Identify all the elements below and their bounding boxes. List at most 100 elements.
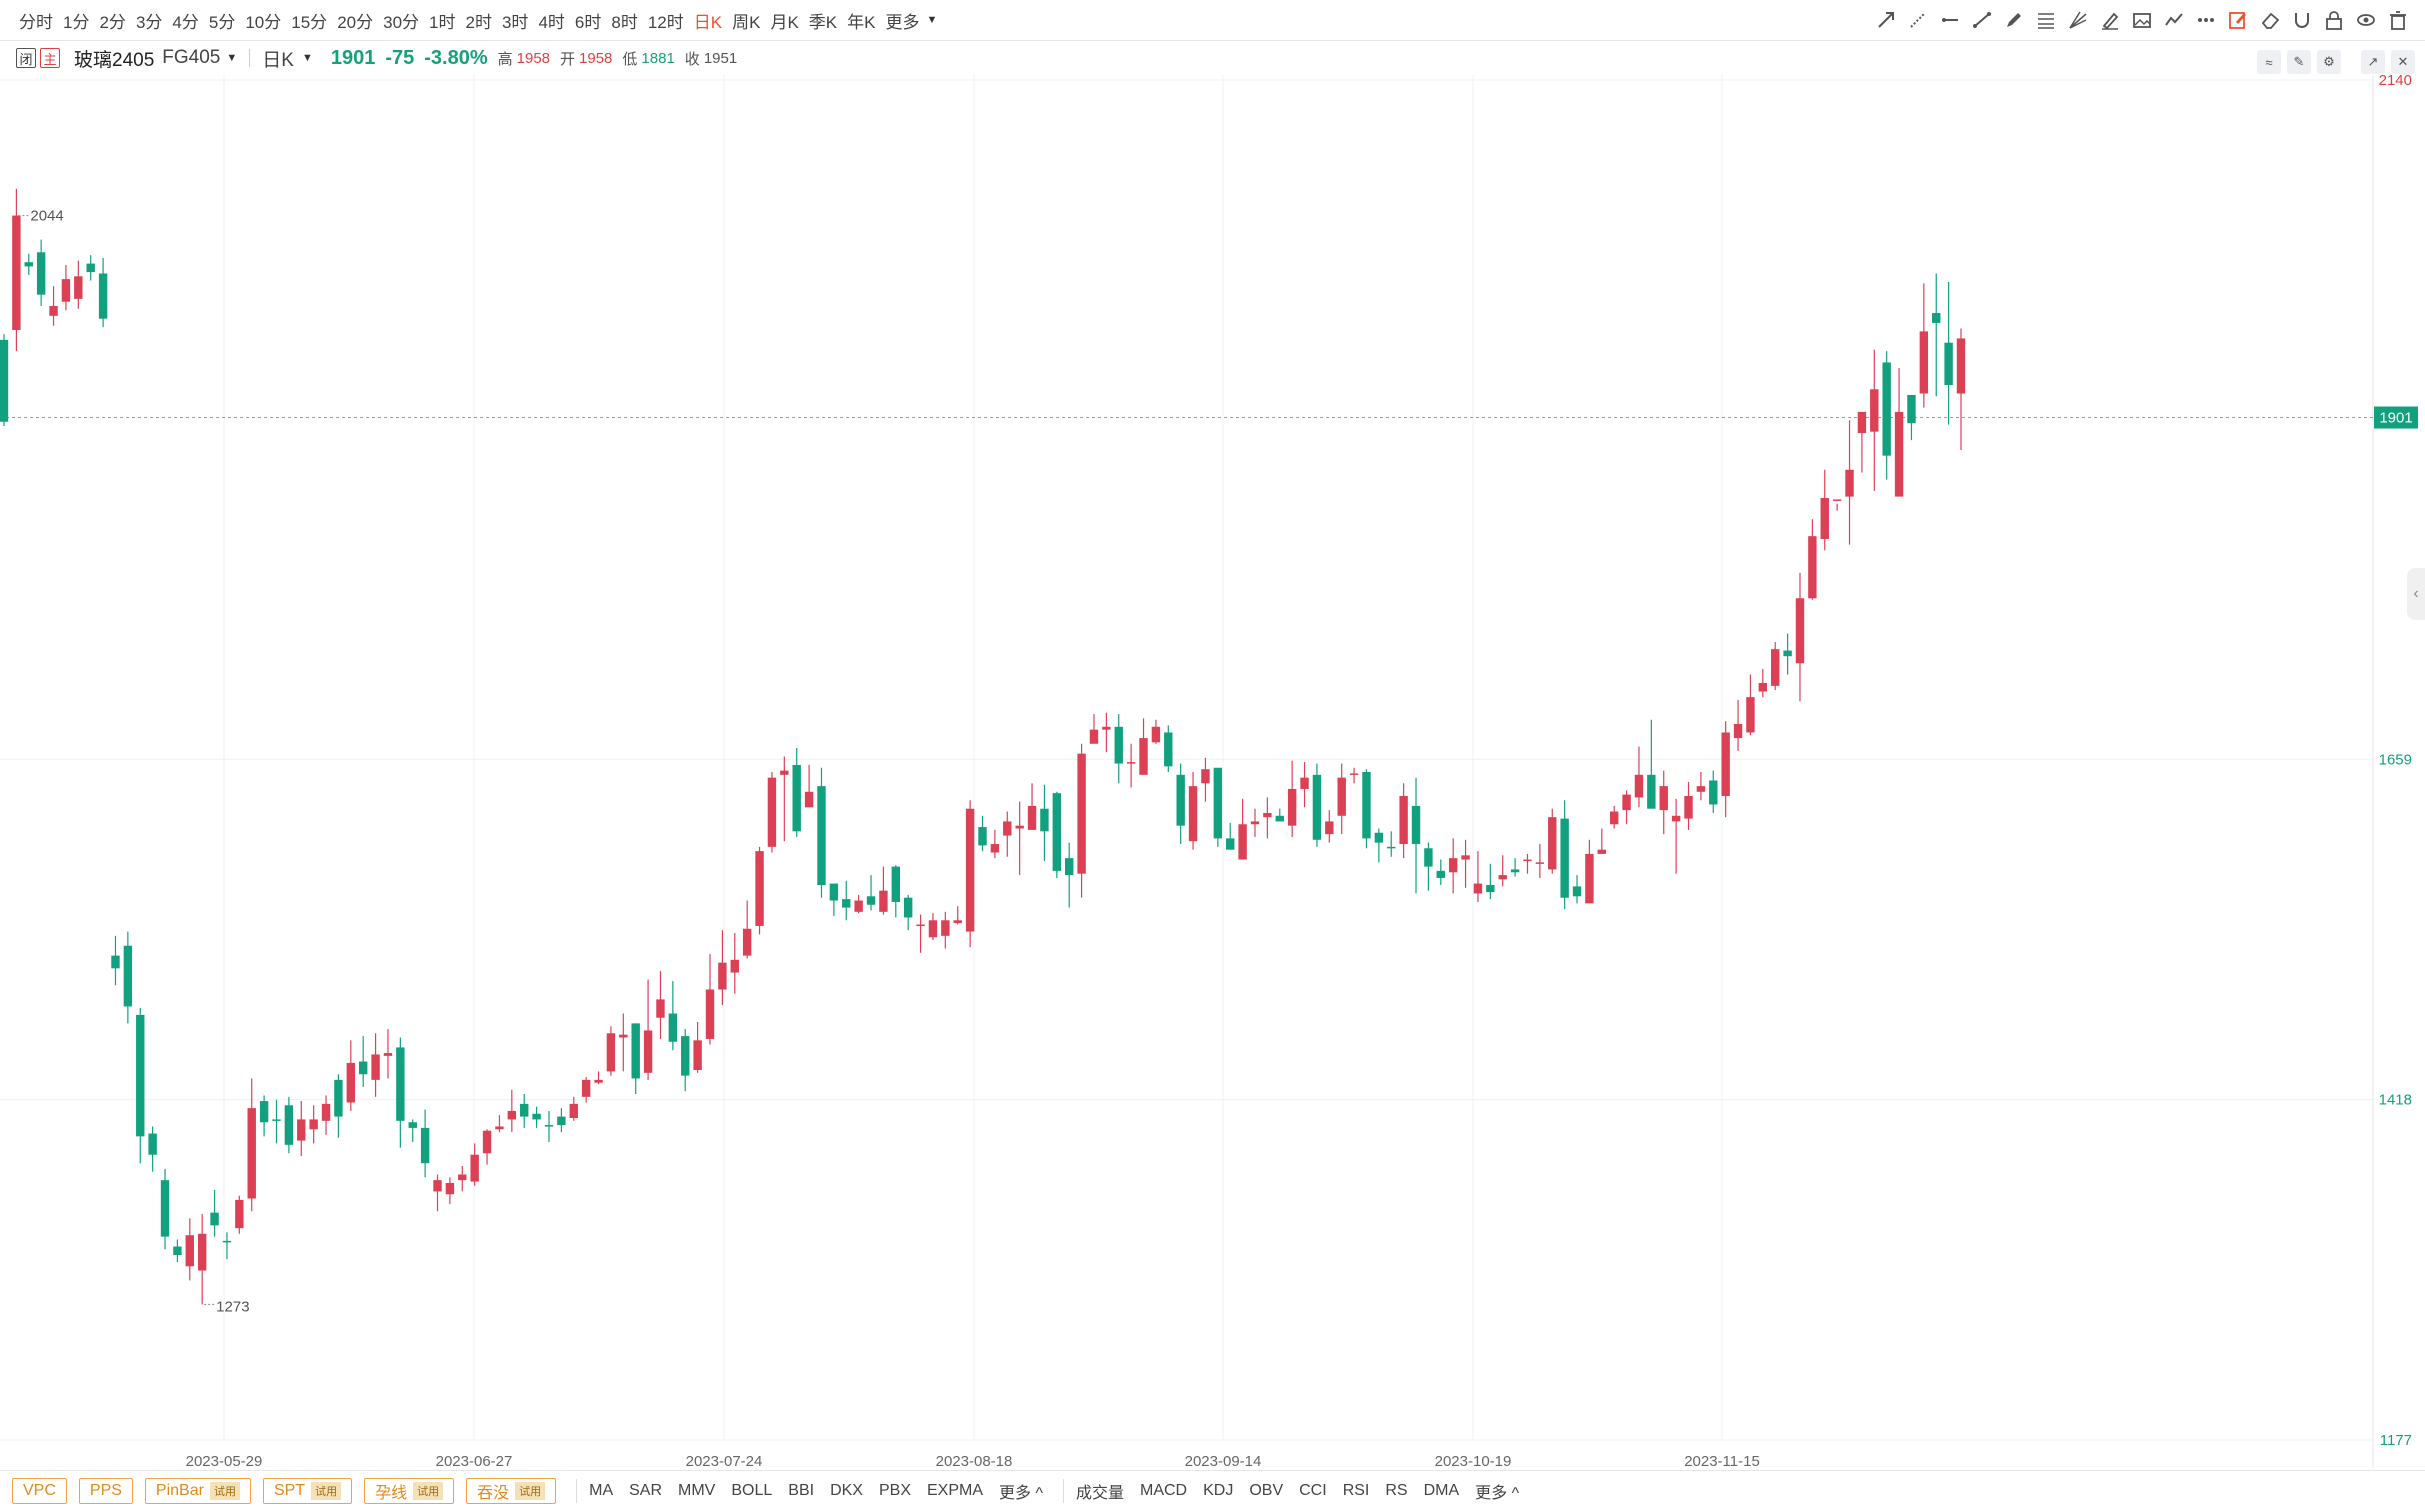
indicator-button[interactable]: RSI <box>1342 1481 1370 1499</box>
period-tab[interactable]: 30分 <box>383 12 420 32</box>
period-tab[interactable]: 年K <box>847 12 876 32</box>
indicator-button[interactable]: 成交量 <box>1075 1484 1124 1502</box>
arrow-ray-icon[interactable] <box>1873 7 1899 33</box>
indicator-bar: VPC PPS PinBar 试用 SPT 试用 孕线 试用 吞没 试用 MA SAR MMV BOLL… <box>0 1470 2425 1510</box>
candle-body <box>1932 313 1941 323</box>
indicator-button[interactable]: PBX <box>878 1481 911 1499</box>
fan-icon[interactable] <box>2065 7 2091 33</box>
chevron-left-icon[interactable]: ‹ <box>2413 585 2419 602</box>
indicator-button[interactable]: KDJ <box>1203 1481 1234 1499</box>
period-tab[interactable]: 20分 <box>337 12 374 32</box>
y-tick-label: 1177 <box>2380 1432 2412 1449</box>
strategy-label: 吞没 <box>477 1484 510 1502</box>
trial-badge: 试用 <box>311 1481 342 1500</box>
period-tab[interactable]: 日K <box>693 12 723 32</box>
indicator-button[interactable]: MMV <box>678 1481 716 1499</box>
strategy-button[interactable]: VPC <box>12 1477 67 1504</box>
period-tab[interactable]: 12时 <box>647 12 684 32</box>
period-tab[interactable]: 2分 <box>99 12 126 32</box>
eye-icon[interactable] <box>2353 7 2379 33</box>
y-tick-label: 2140 <box>2379 75 2412 89</box>
pen-icon[interactable] <box>2001 7 2027 33</box>
period-tab[interactable]: 4时 <box>538 12 565 32</box>
period-tab[interactable]: 分时 <box>19 12 53 32</box>
trend-icon[interactable] <box>2161 7 2187 33</box>
edit-icon[interactable]: ✎ <box>2287 50 2311 74</box>
segment-icon[interactable] <box>1969 7 1995 33</box>
candle-body <box>544 1125 554 1127</box>
period-tab[interactable]: 5分 <box>208 12 236 32</box>
close-icon[interactable]: ✕ <box>2391 50 2415 74</box>
magnet-icon[interactable] <box>2289 7 2315 33</box>
indicator-button[interactable]: EXPMA <box>926 1481 983 1499</box>
period-tab[interactable]: 10分 <box>245 12 282 32</box>
period-dropdown[interactable]: 日K <box>262 49 294 71</box>
chevron-down-icon[interactable]: ▼ <box>226 52 238 64</box>
more-icon[interactable] <box>2193 7 2219 33</box>
side-panel-toggle[interactable]: ‹ <box>2407 568 2425 620</box>
indicator-button[interactable]: MA <box>589 1481 614 1499</box>
indicator-button[interactable]: OBV <box>1249 1481 1284 1499</box>
strategy-button[interactable]: 孕线 试用 <box>364 1477 455 1504</box>
indicator-toggle-icon[interactable]: ≈ <box>2257 50 2281 74</box>
period-tab[interactable]: 1时 <box>429 12 456 32</box>
lock-icon[interactable] <box>2321 7 2347 33</box>
period-tab[interactable]: 3时 <box>501 12 529 32</box>
strategy-button[interactable]: PinBar 试用 <box>144 1477 251 1504</box>
indicator-button[interactable]: DMA <box>1423 1481 1460 1499</box>
indicator-button[interactable]: RS <box>1385 1481 1408 1499</box>
edit-icon[interactable] <box>2225 7 2251 33</box>
settings-icon[interactable]: ⚙ <box>2317 50 2341 74</box>
candle-body <box>1857 411 1867 434</box>
indicator-button[interactable]: BOLL <box>731 1481 773 1499</box>
fib-icon[interactable] <box>2033 7 2059 33</box>
candle-body <box>98 273 108 319</box>
brush-icon[interactable] <box>2097 7 2123 33</box>
candle-body <box>1263 812 1272 818</box>
period-tab[interactable]: 更多 <box>885 12 920 32</box>
period-tab[interactable]: 周K <box>732 12 761 32</box>
candle-body <box>495 1126 504 1130</box>
indicator-button[interactable]: CCI <box>1299 1481 1327 1499</box>
period-tab[interactable]: 1分 <box>63 12 90 32</box>
candle-body <box>1424 848 1433 867</box>
chevron-down-icon[interactable]: ▼ <box>301 52 313 64</box>
period-tab[interactable]: 3分 <box>135 12 163 32</box>
period-tab[interactable]: 4分 <box>172 12 199 32</box>
main-contract-tag[interactable]: 主 <box>40 48 60 68</box>
period-tab[interactable]: 2时 <box>465 12 492 32</box>
period-tab[interactable]: 8时 <box>611 12 638 32</box>
indicator-button[interactable]: 更多 ^ <box>999 1484 1043 1502</box>
chevron-down-icon[interactable]: ▼ <box>926 14 938 26</box>
candle-body <box>1510 869 1520 873</box>
strategy-label: 孕线 <box>375 1484 408 1502</box>
trash-icon[interactable] <box>2385 7 2411 33</box>
image-icon[interactable] <box>2129 7 2155 33</box>
trial-badge: 试用 <box>209 1481 240 1500</box>
expand-icon[interactable]: ↗ <box>2361 50 2385 74</box>
candle-body <box>284 1105 294 1145</box>
dotted-ray-icon[interactable] <box>1905 7 1931 33</box>
candle-body <box>1585 853 1594 904</box>
strategy-button[interactable]: SPT 试用 <box>262 1477 353 1504</box>
candle-body <box>1659 786 1668 811</box>
candlestick-chart[interactable]: 2140 1659 1418 1177 2023-05-29 2023-06-27 2023… <box>0 75 2425 1468</box>
indicator-button[interactable]: SAR <box>629 1481 663 1499</box>
strategy-button[interactable]: 吞没 试用 <box>466 1477 557 1504</box>
eraser-icon[interactable] <box>2257 7 2283 33</box>
candle-body <box>1126 762 1136 764</box>
symbol-code[interactable]: FG405 <box>162 47 221 68</box>
period-tab[interactable]: 月K <box>770 12 799 32</box>
period-tab[interactable]: 6时 <box>574 12 602 32</box>
candle-body <box>1065 858 1074 876</box>
indicator-button[interactable]: DKX <box>830 1481 863 1499</box>
candle-body <box>1312 774 1322 840</box>
indicator-button[interactable]: BBI <box>788 1481 815 1499</box>
strategy-button[interactable]: PPS <box>78 1477 133 1504</box>
indicator-button[interactable]: MACD <box>1139 1481 1188 1499</box>
horizontal-line-icon[interactable] <box>1937 7 1963 33</box>
period-tab[interactable]: 季K <box>808 12 838 32</box>
indicator-button[interactable]: 更多 ^ <box>1475 1484 1520 1502</box>
period-tab[interactable]: 15分 <box>291 12 328 32</box>
symbol-name[interactable]: 玻璃2405 <box>74 49 155 71</box>
